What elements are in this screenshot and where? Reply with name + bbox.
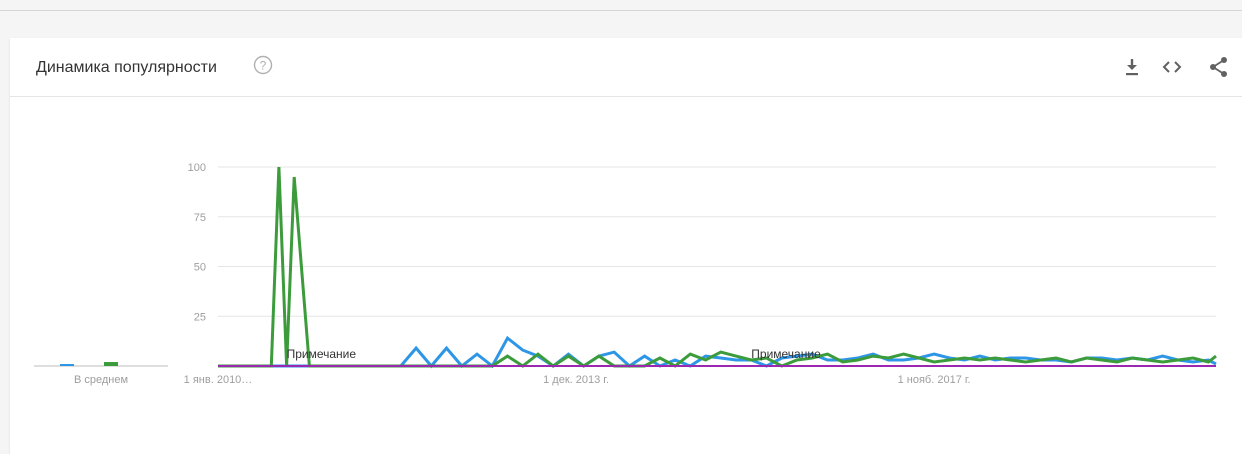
x-tick-label: 1 янв. 2010… bbox=[184, 374, 253, 386]
help-circle-icon[interactable]: ? bbox=[253, 55, 273, 75]
y-tick-label: 50 bbox=[194, 262, 206, 274]
series-lines bbox=[218, 166, 1217, 369]
code-embed-icon[interactable] bbox=[1160, 55, 1184, 79]
average-bars: В среднем bbox=[34, 362, 168, 386]
interest-over-time-card: Динамика популярности ? bbox=[10, 38, 1242, 454]
annotation-label: Примечание bbox=[287, 347, 357, 361]
x-axis-ticks: 1 янв. 2010… 1 дек. 2013 г. 1 нояб. 2017 г… bbox=[184, 374, 971, 386]
average-bar bbox=[60, 364, 74, 366]
share-icon[interactable] bbox=[1206, 55, 1230, 79]
y-tick-label: 75 bbox=[194, 212, 206, 224]
x-tick-label: 1 нояб. 2017 г. bbox=[898, 374, 971, 386]
annotations: Примечание Примечание bbox=[287, 347, 822, 361]
x-tick-label: 1 дек. 2013 г. bbox=[543, 374, 609, 386]
gridlines: 25 50 75 100 bbox=[188, 162, 1216, 323]
top-divider bbox=[0, 0, 1242, 11]
y-tick-label: 100 bbox=[188, 162, 206, 174]
download-icon[interactable] bbox=[1120, 55, 1144, 79]
average-bar bbox=[104, 362, 118, 366]
y-tick-label: 25 bbox=[194, 311, 206, 323]
svg-text:?: ? bbox=[260, 59, 267, 73]
card-title: Динамика популярности bbox=[36, 59, 217, 76]
annotation-label: Примечание bbox=[751, 347, 821, 361]
series-line bbox=[218, 166, 1217, 368]
card-header: Динамика популярности ? bbox=[10, 38, 1242, 97]
average-label: В среднем bbox=[74, 374, 128, 386]
